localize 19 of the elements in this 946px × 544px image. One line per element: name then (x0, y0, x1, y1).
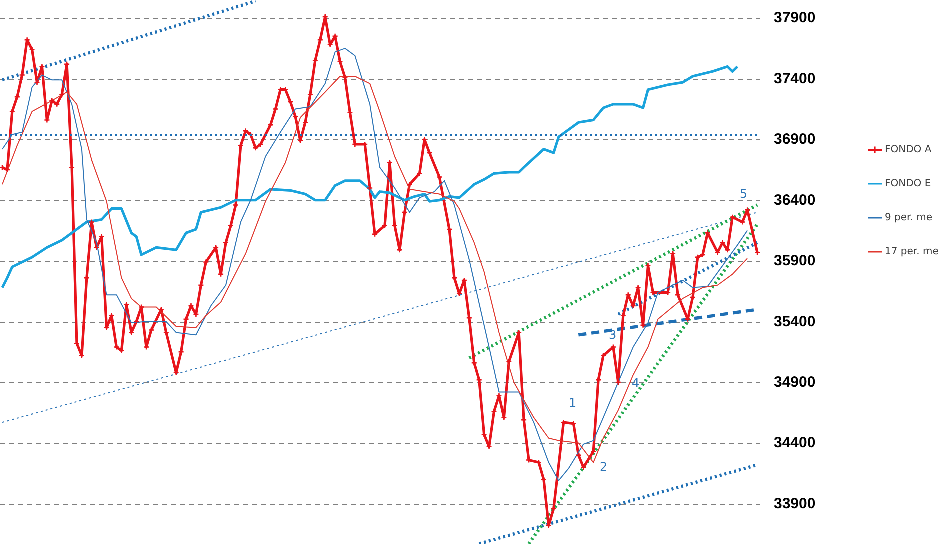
y-tick-label: 33900 (774, 495, 816, 512)
y-tick-label: 34900 (774, 374, 816, 391)
legend-label: 9 per. me (885, 212, 932, 224)
y-tick-label: 34400 (774, 434, 816, 452)
annotation: 1 (569, 396, 577, 410)
y-tick-label: 36900 (774, 131, 816, 148)
annotation: 5 (740, 187, 748, 201)
y-tick-label: 36400 (774, 192, 816, 209)
legend-label: FONDO E (885, 178, 932, 190)
line-series (1, 65, 739, 290)
annotation: 2 (600, 460, 608, 474)
annotation: 4 (632, 376, 640, 390)
legend-label: 17 per. me (885, 246, 939, 258)
y-tick-label: 35400 (774, 313, 816, 330)
legend-label: FONDO A (885, 144, 932, 156)
y-tick-label: 37900 (774, 10, 816, 27)
y-tick-label: 35900 (774, 252, 816, 270)
y-tick-label: 37400 (774, 70, 816, 88)
annotation: 3 (609, 328, 617, 342)
